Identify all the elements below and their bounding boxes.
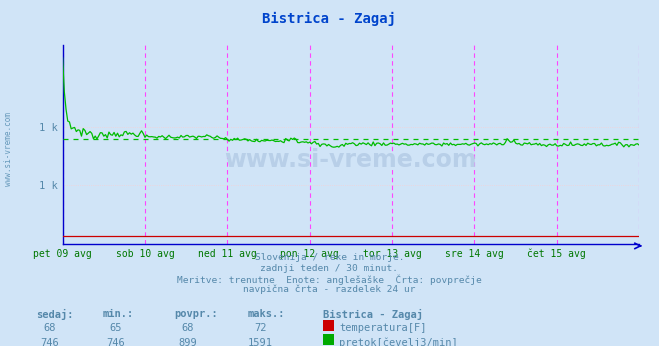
Text: 1591: 1591 [248, 338, 273, 346]
Text: www.si-vreme.com: www.si-vreme.com [225, 148, 477, 172]
Text: www.si-vreme.com: www.si-vreme.com [4, 112, 13, 186]
Text: sedaj:: sedaj: [36, 309, 74, 320]
Text: povpr.:: povpr.: [175, 309, 218, 319]
Text: 899: 899 [179, 338, 197, 346]
Text: Bistrica - Zagaj: Bistrica - Zagaj [323, 309, 423, 320]
Text: min.:: min.: [102, 309, 133, 319]
Text: 72: 72 [254, 323, 266, 333]
Text: Meritve: trenutne  Enote: anglešaške  Črta: povprečje: Meritve: trenutne Enote: anglešaške Črta… [177, 274, 482, 284]
Text: maks.:: maks.: [247, 309, 285, 319]
Text: 746: 746 [40, 338, 59, 346]
Text: pretok[čevelj3/min]: pretok[čevelj3/min] [339, 338, 458, 346]
Text: zadnji teden / 30 minut.: zadnji teden / 30 minut. [260, 264, 399, 273]
Text: 65: 65 [109, 323, 121, 333]
Text: 68: 68 [182, 323, 194, 333]
Text: navpična črta - razdelek 24 ur: navpična črta - razdelek 24 ur [243, 284, 416, 294]
Text: Slovenija / reke in morje.: Slovenija / reke in morje. [255, 253, 404, 262]
Text: 68: 68 [43, 323, 55, 333]
Text: Bistrica - Zagaj: Bistrica - Zagaj [262, 12, 397, 26]
Text: temperatura[F]: temperatura[F] [339, 323, 427, 333]
Text: 746: 746 [106, 338, 125, 346]
